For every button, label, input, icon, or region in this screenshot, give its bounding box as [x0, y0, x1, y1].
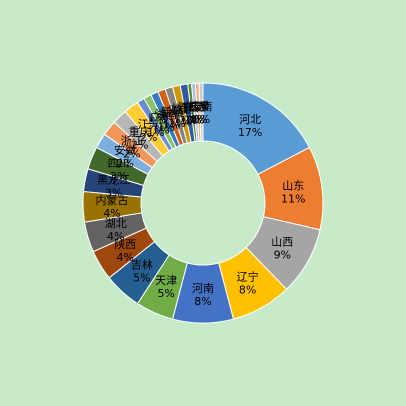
slice-label-25: 甘肃 0% [188, 100, 210, 126]
slice-label-2: 山西 9% [271, 236, 293, 262]
slice-name-2: 山西 [271, 236, 293, 249]
slice-name-1: 山东 [282, 179, 304, 192]
slice-name-18: 湖南 [155, 108, 177, 121]
slice-label-21: 福建 1% [172, 101, 194, 128]
slice-label-17: 广东 1% [150, 110, 172, 136]
slice-percent-18: 1% [157, 121, 174, 134]
slice-label-23: 宁夏 1% [182, 100, 204, 127]
slice-name-19: 新疆 [161, 105, 183, 119]
slice-percent-23: 1% [184, 114, 201, 127]
slice-percent-15: 2% [140, 131, 157, 144]
slice-label-10: 黑龙江 3% [97, 174, 130, 200]
slice-name-16: 上海 [145, 112, 167, 126]
slice-label-11: 四川 3% [108, 157, 130, 183]
slice-percent-9: 4% [103, 207, 120, 220]
slice-label-3: 辽宁 8% [237, 269, 259, 296]
slice-name-13: 浙江 [121, 134, 143, 147]
slice-name-10: 黑龙江 [97, 174, 130, 187]
slice-percent-24: 0% [187, 113, 204, 126]
slice-percent-14: 2% [131, 139, 148, 152]
slice-name-6: 吉林 [131, 257, 153, 271]
slice-name-21: 福建 [172, 101, 194, 115]
slice-label-22: 江西 1% [177, 101, 199, 127]
slice-percent-21: 1% [174, 115, 191, 128]
slice-percent-0: 17% [238, 126, 262, 139]
slice-percent-22: 1% [180, 114, 197, 127]
slice-name-20: 北京 [166, 103, 188, 117]
slice-name-5: 天津 [155, 274, 177, 287]
slice-name-7: 陕西 [114, 237, 136, 251]
slice-name-11: 四川 [108, 157, 130, 170]
slice-name-15: 江苏 [138, 118, 160, 131]
slice-percent-12: 2% [116, 157, 133, 170]
slice-label-16: 上海 1% [145, 112, 167, 139]
slice-percent-25: 0% [190, 113, 207, 126]
slice-percent-7: 4% [116, 251, 133, 264]
slice-percent-4: 8% [194, 295, 211, 308]
slice-percent-1: 11% [281, 192, 305, 205]
slice-percent-11: 3% [110, 170, 127, 183]
slice-name-22: 江西 [177, 101, 199, 114]
slice-name-23: 宁夏 [182, 100, 204, 114]
slice-percent-3: 8% [239, 283, 256, 296]
slice-name-0: 河北 [239, 113, 261, 126]
slice-percent-20: 1% [168, 117, 185, 130]
slice-percent-19: 1% [163, 119, 180, 132]
slice-percent-26: 0% [193, 113, 210, 126]
slice-label-14: 重庆 2% [129, 125, 151, 152]
slice-label-15: 江苏 2% [138, 118, 160, 144]
slice-name-26: 云南 [191, 100, 213, 113]
slice-label-6: 吉林 5% [131, 257, 153, 284]
slice-percent-8: 4% [107, 230, 124, 243]
slice-percent-2: 9% [274, 249, 291, 262]
slice-percent-16: 1% [147, 126, 164, 139]
slice-name-17: 广东 [150, 110, 172, 123]
slice-label-5: 天津 5% [155, 274, 177, 300]
slice-name-14: 重庆 [129, 125, 151, 139]
slice-label-4: 河南 8% [192, 282, 214, 308]
slice-label-13: 浙江 2% [121, 134, 143, 160]
slice-label-9: 内蒙古 4% [96, 193, 129, 220]
slice-percent-13: 2% [123, 147, 140, 160]
slice-percent-17: 1% [152, 123, 169, 136]
slice-label-8: 湖北 4% [105, 217, 127, 243]
slice-name-9: 内蒙古 [96, 193, 129, 207]
slice-label-12: 安徽 2% [114, 143, 136, 170]
slice-label-24: 广西 0% [185, 100, 207, 126]
slice-label-7: 陕西 4% [114, 237, 136, 264]
slice-label-26: 云南 0% [191, 100, 213, 126]
slice-26 [198, 82, 204, 142]
slice-percent-10: 3% [105, 187, 122, 200]
slices-group [82, 82, 324, 324]
slice-name-12: 安徽 [114, 143, 136, 157]
slice-label-18: 湖南 1% [155, 108, 177, 134]
slice-name-8: 湖北 [105, 217, 127, 230]
slice-name-3: 辽宁 [237, 269, 259, 283]
slice-label-1: 山东 11% [281, 179, 305, 205]
slice-label-20: 北京 1% [166, 103, 188, 130]
slice-percent-6: 5% [133, 271, 150, 284]
slice-name-25: 甘肃 [188, 100, 210, 113]
slice-label-19: 新疆 1% [161, 105, 183, 132]
slice-percent-5: 5% [157, 287, 174, 300]
labels-group: 河北 17%山东 11%山西 9%辽宁 8%河南 8%天津 5%吉林 5%陕西 4%湖北 4%内蒙… [96, 100, 306, 308]
slice-name-24: 广西 [185, 100, 207, 113]
slice-label-0: 河北 17% [238, 113, 262, 139]
slice-name-4: 河南 [192, 282, 214, 295]
